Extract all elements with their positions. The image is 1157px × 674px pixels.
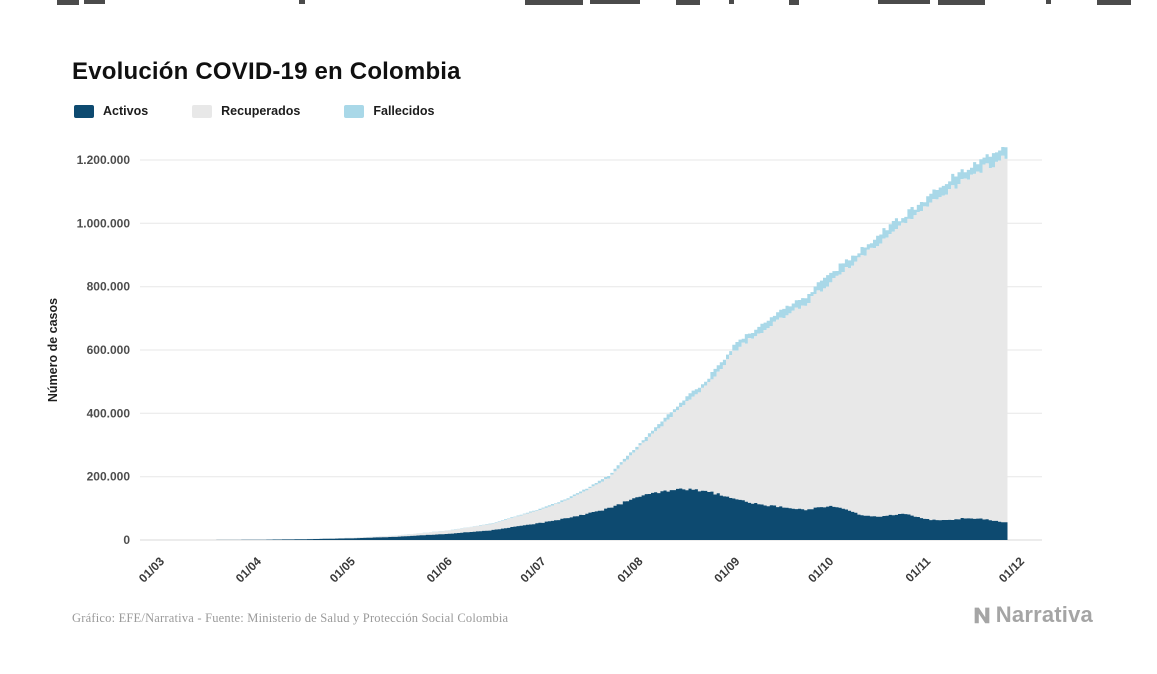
area-activos: [160, 488, 1008, 540]
legend-swatch-activos: [74, 104, 94, 118]
legend-label-activos: Activos: [103, 104, 149, 118]
y-tick-label: 1.000.000: [77, 216, 131, 230]
x-tick-label: 01/06: [424, 554, 455, 585]
legend-item-activos: Activos: [74, 104, 148, 118]
x-tick-label: 01/05: [327, 554, 358, 585]
x-tick-label: 01/11: [903, 554, 934, 585]
y-tick-label: 0: [123, 533, 130, 547]
y-tick-label: 800.000: [87, 280, 131, 294]
y-axis-title: Número de casos: [46, 298, 60, 402]
brand-wordmark: Narrativa: [995, 602, 1093, 627]
narrativa-n-icon: [974, 607, 990, 624]
x-tick-label: 01/09: [711, 554, 742, 585]
legend-item-fallecidos: Fallecidos: [344, 104, 435, 118]
y-tick-label: 1.200.000: [77, 153, 131, 167]
x-tick-label: 01/10: [805, 554, 836, 585]
legend-swatch-fallecidos: [344, 104, 365, 118]
x-tick-label: 01/04: [233, 554, 264, 585]
source-credit: Gráfico: EFE/Narrativa - Fuente: Ministe…: [72, 611, 509, 625]
legend-label-recuperados: Recuperados: [221, 104, 301, 118]
x-tick-label: 01/08: [614, 554, 645, 585]
screenshot-edge-artifacts: [0, 0, 1157, 7]
y-tick-label: 200.000: [87, 470, 131, 484]
legend-item-recuperados: Recuperados: [192, 104, 300, 118]
y-tick-label: 600.000: [87, 343, 131, 357]
y-tick-label: 400.000: [87, 406, 131, 420]
x-tick-label: 01/07: [517, 554, 548, 585]
page-title: Evolución COVID-19 en Colombia: [72, 58, 461, 86]
legend-label-fallecidos: Fallecidos: [373, 104, 435, 118]
chart-legend: Activos Recuperados Fallecidos: [74, 104, 435, 118]
narrativa-logo: Narrativa: [971, 602, 1093, 628]
x-tick-label: 01/03: [136, 554, 167, 585]
legend-swatch-recuperados: [192, 104, 213, 118]
area-recuperados: [160, 155, 1008, 541]
x-tick-label: 01/12: [996, 554, 1027, 585]
